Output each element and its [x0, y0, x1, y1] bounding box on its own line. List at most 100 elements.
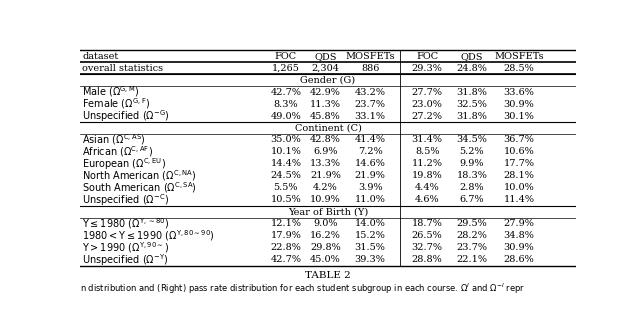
Text: $\mathrm{Male\ (\Omega^{G,M})}$: $\mathrm{Male\ (\Omega^{G,M})}$ — [83, 85, 140, 100]
Text: $\mathrm{European\ (\Omega^{C,EU})}$: $\mathrm{European\ (\Omega^{C,EU})}$ — [83, 156, 166, 172]
Text: 32.5%: 32.5% — [456, 100, 487, 109]
Text: 30.9%: 30.9% — [504, 243, 534, 252]
Text: 2.8%: 2.8% — [460, 183, 484, 192]
Text: 30.9%: 30.9% — [504, 100, 534, 109]
Text: 27.2%: 27.2% — [412, 112, 443, 121]
Text: 9.9%: 9.9% — [460, 160, 484, 168]
Text: 35.0%: 35.0% — [271, 136, 301, 145]
Text: 1,265: 1,265 — [272, 64, 300, 73]
Text: 23.7%: 23.7% — [355, 100, 386, 109]
Text: 34.5%: 34.5% — [456, 136, 487, 145]
Text: $\mathrm{Unspecified\ (\Omega^{-Y})}$: $\mathrm{Unspecified\ (\Omega^{-Y})}$ — [83, 252, 169, 267]
Text: 11.0%: 11.0% — [355, 195, 385, 204]
Text: 45.0%: 45.0% — [310, 255, 341, 264]
Text: 33.1%: 33.1% — [355, 112, 386, 121]
Text: 36.7%: 36.7% — [504, 136, 534, 145]
Text: 31.8%: 31.8% — [456, 88, 487, 97]
Text: n distribution and (Right) pass rate distribution for each student subgroup in e: n distribution and (Right) pass rate dis… — [80, 281, 525, 296]
Text: Year of Birth (Y): Year of Birth (Y) — [288, 207, 368, 216]
Text: 11.3%: 11.3% — [310, 100, 341, 109]
Text: 19.8%: 19.8% — [412, 171, 443, 180]
Text: 13.3%: 13.3% — [310, 160, 341, 168]
Text: $\mathrm{African\ (\Omega^{C,AF})}$: $\mathrm{African\ (\Omega^{C,AF})}$ — [83, 145, 154, 159]
Text: $\mathrm{Asian\ (\Omega^{C,AS})}$: $\mathrm{Asian\ (\Omega^{C,AS})}$ — [83, 133, 146, 148]
Text: 5.5%: 5.5% — [273, 183, 298, 192]
Text: 32.7%: 32.7% — [412, 243, 443, 252]
Text: QDS: QDS — [461, 52, 483, 61]
Text: 15.2%: 15.2% — [355, 231, 385, 240]
Text: Continent (C): Continent (C) — [294, 124, 362, 133]
Text: MOSFETs: MOSFETs — [494, 52, 544, 61]
Text: 28.1%: 28.1% — [504, 171, 534, 180]
Text: 7.2%: 7.2% — [358, 148, 383, 157]
Text: 26.5%: 26.5% — [412, 231, 443, 240]
Text: FOC: FOC — [416, 52, 438, 61]
Text: 2,304: 2,304 — [312, 64, 339, 73]
Text: 33.6%: 33.6% — [504, 88, 534, 97]
Text: 29.3%: 29.3% — [412, 64, 443, 73]
Text: 27.9%: 27.9% — [504, 219, 534, 228]
Text: 34.8%: 34.8% — [504, 231, 534, 240]
Text: 11.2%: 11.2% — [412, 160, 443, 168]
Text: 45.8%: 45.8% — [310, 112, 341, 121]
Text: 10.0%: 10.0% — [504, 183, 534, 192]
Text: 29.8%: 29.8% — [310, 243, 341, 252]
Text: 42.9%: 42.9% — [310, 88, 341, 97]
Text: overall statistics: overall statistics — [83, 64, 164, 73]
Text: 42.7%: 42.7% — [270, 255, 301, 264]
Text: 4.4%: 4.4% — [415, 183, 440, 192]
Text: 28.8%: 28.8% — [412, 255, 443, 264]
Text: FOC: FOC — [275, 52, 297, 61]
Text: TABLE 2: TABLE 2 — [305, 271, 351, 280]
Text: 24.8%: 24.8% — [456, 64, 487, 73]
Text: $\mathrm{North\ American\ (\Omega^{C,NA})}$: $\mathrm{North\ American\ (\Omega^{C,NA}… — [83, 168, 197, 183]
Text: 21.9%: 21.9% — [310, 171, 341, 180]
Text: $\mathrm{Female\ (\Omega^{G,F})}$: $\mathrm{Female\ (\Omega^{G,F})}$ — [83, 97, 151, 112]
Text: 18.7%: 18.7% — [412, 219, 443, 228]
Text: 14.0%: 14.0% — [355, 219, 385, 228]
Text: 5.2%: 5.2% — [460, 148, 484, 157]
Text: 14.6%: 14.6% — [355, 160, 385, 168]
Text: 43.2%: 43.2% — [355, 88, 386, 97]
Text: 16.2%: 16.2% — [310, 231, 341, 240]
Text: 8.3%: 8.3% — [273, 100, 298, 109]
Text: 6.9%: 6.9% — [313, 148, 338, 157]
Text: 12.1%: 12.1% — [270, 219, 301, 228]
Text: 31.8%: 31.8% — [456, 112, 487, 121]
Text: MOSFETs: MOSFETs — [346, 52, 395, 61]
Text: 14.4%: 14.4% — [270, 160, 301, 168]
Text: 6.7%: 6.7% — [460, 195, 484, 204]
Text: 18.3%: 18.3% — [456, 171, 487, 180]
Text: $\mathrm{Unspecified\ (\Omega^{-G})}$: $\mathrm{Unspecified\ (\Omega^{-G})}$ — [83, 108, 170, 124]
Text: 8.5%: 8.5% — [415, 148, 440, 157]
Text: $\mathrm{Unspecified\ (\Omega^{-C})}$: $\mathrm{Unspecified\ (\Omega^{-C})}$ — [83, 192, 170, 208]
Text: 17.9%: 17.9% — [271, 231, 301, 240]
Text: 30.1%: 30.1% — [504, 112, 534, 121]
Text: 28.2%: 28.2% — [456, 231, 487, 240]
Text: 4.2%: 4.2% — [313, 183, 338, 192]
Text: 24.5%: 24.5% — [271, 171, 301, 180]
Text: 41.4%: 41.4% — [355, 136, 386, 145]
Text: dataset: dataset — [83, 52, 119, 61]
Text: 10.1%: 10.1% — [271, 148, 301, 157]
Text: 9.0%: 9.0% — [313, 219, 338, 228]
Text: $\mathrm{Y \leq 1980\ (\Omega^{Y,{\sim}80})}$: $\mathrm{Y \leq 1980\ (\Omega^{Y,{\sim}8… — [83, 216, 170, 231]
Text: $\mathrm{1980 < Y \leq 1990\ (\Omega^{Y,80{\sim}90})}$: $\mathrm{1980 < Y \leq 1990\ (\Omega^{Y,… — [83, 228, 215, 243]
Text: 11.4%: 11.4% — [504, 195, 534, 204]
Text: 17.7%: 17.7% — [504, 160, 534, 168]
Text: 3.9%: 3.9% — [358, 183, 383, 192]
Text: QDS: QDS — [314, 52, 337, 61]
Text: 23.0%: 23.0% — [412, 100, 443, 109]
Text: 49.0%: 49.0% — [271, 112, 301, 121]
Text: 886: 886 — [361, 64, 380, 73]
Text: 28.6%: 28.6% — [504, 255, 534, 264]
Text: 22.1%: 22.1% — [456, 255, 487, 264]
Text: 10.9%: 10.9% — [310, 195, 341, 204]
Text: 23.7%: 23.7% — [456, 243, 487, 252]
Text: 4.6%: 4.6% — [415, 195, 440, 204]
Text: 31.5%: 31.5% — [355, 243, 385, 252]
Text: 28.5%: 28.5% — [504, 64, 534, 73]
Text: $\mathrm{South\ American\ (\Omega^{C,SA})}$: $\mathrm{South\ American\ (\Omega^{C,SA}… — [83, 180, 197, 195]
Text: 21.9%: 21.9% — [355, 171, 385, 180]
Text: 22.8%: 22.8% — [271, 243, 301, 252]
